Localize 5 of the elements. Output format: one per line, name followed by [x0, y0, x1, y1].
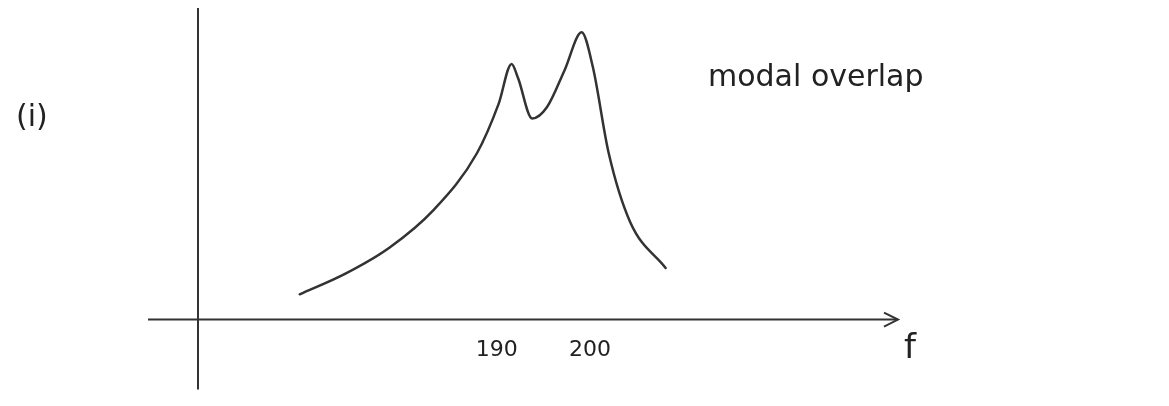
x-tick-label: 200 — [569, 335, 611, 361]
x-axis-title: f — [904, 326, 917, 367]
annotation: modal overlap — [708, 57, 924, 93]
text: (i) — [16, 97, 48, 133]
x-tick-label: 190 — [475, 335, 518, 361]
